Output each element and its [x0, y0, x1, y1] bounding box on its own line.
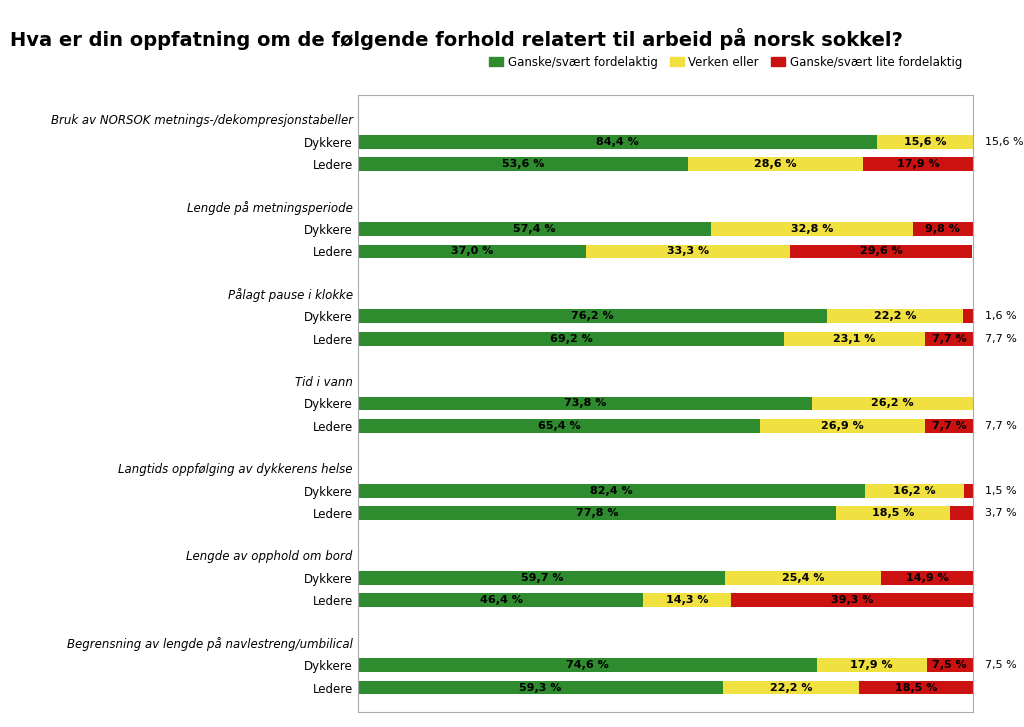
Bar	[358, 245, 586, 258]
Text: 9,8 %: 9,8 %	[926, 224, 961, 234]
Text: 1,6 %: 1,6 %	[985, 311, 1017, 321]
Bar	[877, 135, 973, 149]
Bar	[783, 332, 926, 345]
Bar	[859, 680, 973, 694]
Text: 26,9 %: 26,9 %	[821, 421, 864, 431]
Bar	[864, 484, 965, 497]
Text: 37,0 %: 37,0 %	[451, 246, 494, 257]
Bar	[760, 419, 926, 433]
Bar	[950, 506, 973, 520]
Bar	[358, 593, 643, 607]
Text: 65,4 %: 65,4 %	[538, 421, 581, 431]
Bar	[358, 571, 725, 585]
Bar	[358, 158, 688, 171]
Bar	[817, 658, 927, 672]
Text: 15,6 %: 15,6 %	[903, 137, 946, 147]
Bar	[358, 658, 817, 672]
Bar	[812, 397, 973, 410]
Text: 7,5 %: 7,5 %	[933, 660, 967, 670]
Bar	[791, 245, 972, 258]
Text: 59,7 %: 59,7 %	[520, 573, 563, 583]
Bar	[912, 222, 973, 236]
Text: Hva er din oppfatning om de følgende forhold relatert til arbeid på norsk sokkel: Hva er din oppfatning om de følgende for…	[10, 28, 903, 50]
Text: 17,9 %: 17,9 %	[850, 660, 893, 670]
Text: 29,6 %: 29,6 %	[860, 246, 902, 257]
Text: 1,5 %: 1,5 %	[985, 486, 1017, 496]
Text: 76,2 %: 76,2 %	[571, 311, 613, 321]
Text: 16,2 %: 16,2 %	[893, 486, 936, 496]
Text: 7,7 %: 7,7 %	[985, 334, 1017, 344]
Bar	[965, 484, 974, 497]
Text: 7,5 %: 7,5 %	[985, 660, 1017, 670]
Text: 7,7 %: 7,7 %	[932, 334, 967, 344]
Text: 74,6 %: 74,6 %	[566, 660, 609, 670]
Bar	[358, 397, 812, 410]
Text: 18,5 %: 18,5 %	[895, 683, 937, 693]
Text: 26,2 %: 26,2 %	[871, 398, 913, 409]
Text: 14,9 %: 14,9 %	[905, 573, 948, 583]
Bar	[688, 158, 863, 171]
Text: 3,7 %: 3,7 %	[985, 508, 1017, 518]
Bar	[826, 310, 963, 323]
Text: 22,2 %: 22,2 %	[873, 311, 916, 321]
Text: 14,3 %: 14,3 %	[667, 595, 709, 606]
Text: 25,4 %: 25,4 %	[782, 573, 824, 583]
Text: 84,4 %: 84,4 %	[596, 137, 639, 147]
Bar	[882, 571, 973, 585]
Text: 73,8 %: 73,8 %	[564, 398, 606, 409]
Bar	[358, 484, 864, 497]
Bar	[358, 222, 711, 236]
Text: 15,6 %: 15,6 %	[985, 137, 1024, 147]
Text: 23,1 %: 23,1 %	[834, 334, 876, 344]
Text: 39,3 %: 39,3 %	[830, 595, 873, 606]
Text: 59,3 %: 59,3 %	[519, 683, 562, 693]
Bar	[586, 245, 791, 258]
Bar	[358, 506, 837, 520]
Text: 18,5 %: 18,5 %	[872, 508, 914, 518]
Bar	[358, 135, 877, 149]
Text: 69,2 %: 69,2 %	[550, 334, 592, 344]
Bar	[358, 680, 723, 694]
Text: 32,8 %: 32,8 %	[791, 224, 833, 234]
Bar	[358, 310, 826, 323]
Bar	[725, 571, 882, 585]
Bar	[837, 506, 950, 520]
Text: 22,2 %: 22,2 %	[770, 683, 812, 693]
Bar	[926, 419, 973, 433]
Text: 53,6 %: 53,6 %	[502, 159, 544, 169]
Bar	[963, 310, 973, 323]
Bar	[863, 158, 974, 171]
Bar	[358, 419, 760, 433]
Text: 77,8 %: 77,8 %	[577, 508, 618, 518]
Bar	[358, 332, 783, 345]
Bar	[731, 593, 973, 607]
Text: 82,4 %: 82,4 %	[590, 486, 633, 496]
Bar	[643, 593, 731, 607]
Legend: Ganske/svært fordelaktig, Verken eller, Ganske/svært lite fordelaktig: Ganske/svært fordelaktig, Verken eller, …	[484, 51, 967, 73]
Text: 17,9 %: 17,9 %	[897, 159, 940, 169]
Bar	[927, 658, 973, 672]
Text: 7,7 %: 7,7 %	[932, 421, 967, 431]
Text: 7,7 %: 7,7 %	[985, 421, 1017, 431]
Text: 57,4 %: 57,4 %	[513, 224, 556, 234]
Bar	[711, 222, 912, 236]
Bar	[723, 680, 859, 694]
Bar	[926, 332, 973, 345]
Text: 33,3 %: 33,3 %	[667, 246, 709, 257]
Text: 46,4 %: 46,4 %	[479, 595, 522, 606]
Text: 28,6 %: 28,6 %	[755, 159, 797, 169]
